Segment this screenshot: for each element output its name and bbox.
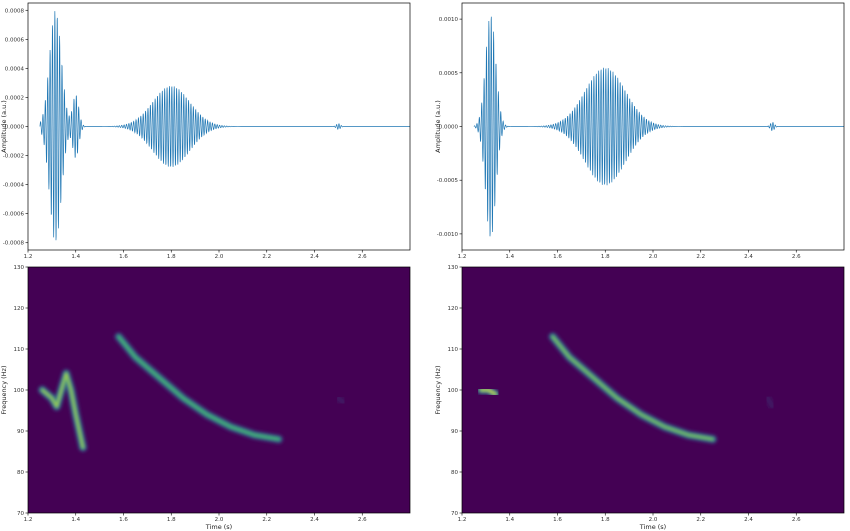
x-tick-label: 2.0 [649,517,658,523]
y-tick-label: 110 [14,347,25,353]
spectrogram-ridge-layer [480,389,497,395]
x-tick-label: 1.4 [505,254,514,260]
spectrogram-ridge [37,369,88,452]
x-tick-label: 1.4 [505,517,514,523]
x-tick-label: 2.2 [262,517,271,523]
x-tick-label: 1.2 [458,254,467,260]
waveform-panel-top-right: 1.2 1.4 1.6 1.8 2.0 2.2 2.4 2.6 0.0010 0.0005 0.00… [434,2,845,260]
y-tick-label: -0.0004 [3,183,25,189]
x-tick-label: 1.8 [167,517,176,523]
x-tick-label: 2.4 [310,254,319,260]
y-axis-label: Amplitude (a.u.) [0,100,8,153]
x-tick-label: 1.2 [24,517,33,523]
y-tick-label: 110 [448,347,459,353]
y-tick-label: -0.0006 [3,212,25,218]
y-tick-label: 120 [14,306,25,312]
x-tick-label: 2.2 [696,517,705,523]
spectrogram-ridge-layer [337,397,345,404]
x-tick-label: 2.6 [358,254,367,260]
x-tick-label: 2.2 [696,254,705,260]
y-tick-label: 90 [17,429,24,435]
y-tick-label: 70 [17,511,24,517]
spectrogram-background [28,267,410,513]
y-tick-label: 100 [448,388,459,394]
y-tick-label: -0.0010 [437,232,459,238]
y-tick-label: 80 [451,470,458,476]
y-tick-label: 0.0005 [439,71,459,77]
y-tick-label: 80 [17,470,24,476]
y-tick-label: 0.0006 [5,37,25,43]
y-tick-label: 0.0008 [5,8,25,14]
x-tick-label: 2.4 [744,517,753,523]
x-tick-label: 1.6 [119,517,128,523]
y-tick-label: 130 [14,265,25,271]
spectrogram-ridge-layer [41,372,84,449]
x-tick-label: 1.8 [601,517,610,523]
x-axis-label: Time (s) [205,523,232,531]
x-tick-label: 1.6 [553,254,562,260]
spectrogram-ridge [548,332,718,444]
x-tick-label: 2.6 [358,517,367,523]
x-tick-label: 1.6 [119,254,128,260]
y-tick-label: 120 [448,306,459,312]
y-tick-label: 0.0004 [5,66,25,72]
y-tick-label: 90 [451,429,458,435]
y-tick-label: 130 [448,265,459,271]
y-tick-label: -0.0008 [3,241,25,247]
y-axis-label: Frequency (Hz) [434,365,442,414]
spectrogram-ridge [476,385,500,399]
x-tick-label: 2.4 [744,254,753,260]
y-tick-label: 0.0002 [5,95,24,101]
y-tick-label: -0.0002 [3,154,24,160]
x-tick-label: 1.6 [553,517,562,523]
x-tick-label: 1.2 [458,517,467,523]
x-tick-label: 2.0 [215,517,224,523]
y-axis-label: Frequency (Hz) [0,365,8,414]
x-tick-label: 1.8 [167,254,176,260]
x-axis-label: Time (s) [639,523,666,531]
spectrogram-ridge [763,393,777,411]
x-tick-label: 1.4 [71,517,80,523]
waveform-series [39,11,410,241]
y-tick-label: 0.0010 [439,17,459,23]
spectrogram-ridge-layer [551,335,714,441]
y-tick-label: 0.0000 [439,125,459,131]
spectrogram-ridge-layer [766,397,774,408]
y-tick-label: 100 [14,388,25,394]
spectrogram-ridge [114,332,284,444]
spectrogram-ridge-layer [117,335,280,441]
y-tick-label: -0.0005 [437,178,459,184]
x-tick-label: 2.0 [215,254,224,260]
x-tick-label: 2.2 [262,254,271,260]
x-tick-label: 2.6 [792,254,801,260]
x-tick-label: 2.4 [310,517,319,523]
x-tick-label: 1.8 [601,254,610,260]
spectrogram-panel-bottom-left: 1.2 1.4 1.6 1.8 2.0 2.2 2.4 2.6 70 80 90 100 110 120 1… [0,265,411,531]
x-tick-label: 2.6 [792,517,801,523]
waveform-panel-top-left: 1.2 1.4 1.6 1.8 2.0 2.2 2.4 2.6 0.0008 0.0006 0.00… [0,2,411,260]
spectrogram-panel-bottom-right: 1.2 1.4 1.6 1.8 2.0 2.2 2.4 2.6 70 80 90 100 110 120 1… [434,265,845,531]
y-tick-label: 70 [451,511,458,517]
spectrogram-ridge [333,393,348,407]
spectrogram-background [462,267,844,513]
y-tick-label: 0.0000 [5,125,25,131]
x-tick-label: 1.4 [71,254,80,260]
y-axis-label: Amplitude (a.u.) [434,100,442,153]
x-tick-label: 1.2 [24,254,33,260]
waveform-series [473,16,844,237]
x-tick-label: 2.0 [649,254,658,260]
